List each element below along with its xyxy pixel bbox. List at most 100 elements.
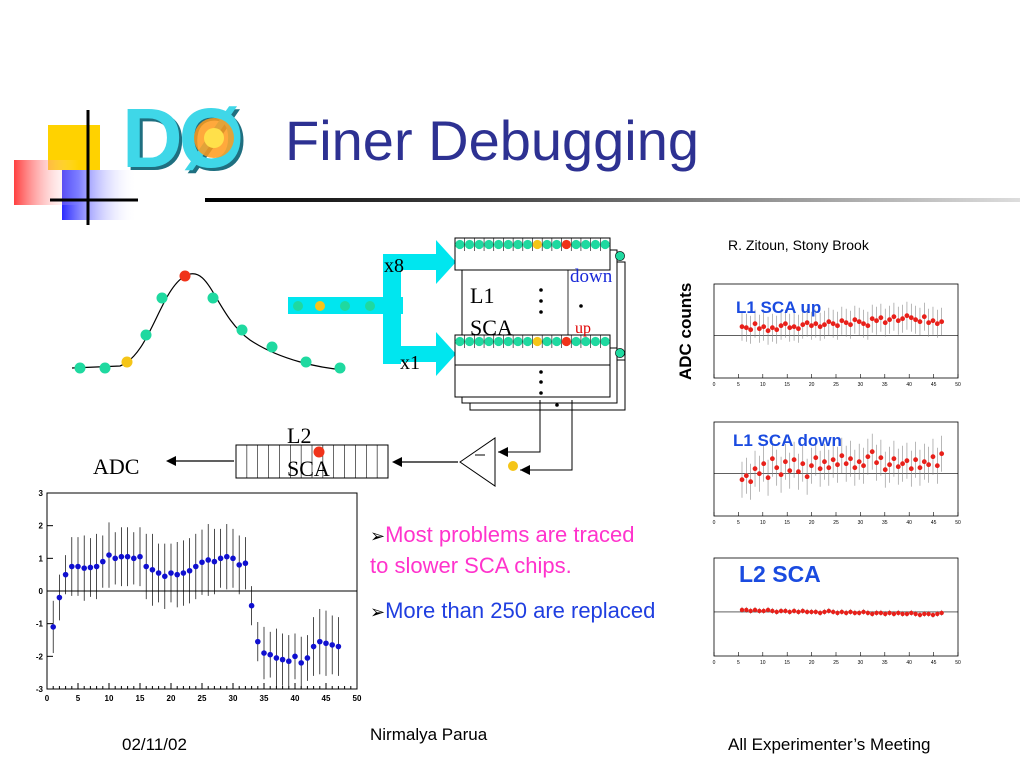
x-tick-label: 30 [229, 694, 238, 703]
sample-dot [121, 356, 133, 368]
data-point [891, 314, 897, 320]
data-point [155, 570, 162, 576]
sca-cell-dot [571, 336, 581, 347]
data-point [917, 319, 923, 325]
data-point [752, 466, 758, 472]
data-point [934, 463, 940, 469]
x-tick-label: 25 [833, 382, 839, 388]
data-point [292, 653, 298, 660]
sca-cell-dot [581, 336, 591, 347]
x-tick-label: 45 [322, 694, 331, 703]
l2-sca-label-line2: SCA [287, 456, 330, 481]
data-point [887, 462, 892, 468]
data-point [329, 642, 336, 648]
y-tick-label: 3 [39, 489, 44, 498]
data-point [813, 321, 819, 327]
data-point [926, 320, 932, 326]
x-tick-label: 0 [45, 694, 50, 703]
data-point [765, 607, 771, 613]
plot-l1-sca-down: 0 5 10 15 20 25 30 35 40 45 50 [713, 421, 961, 526]
data-point [304, 655, 311, 661]
data-point [856, 319, 862, 325]
data-point [769, 325, 775, 331]
data-point [865, 454, 871, 460]
data-point [852, 465, 858, 471]
x-tick-label: 15 [136, 694, 145, 703]
sample-dot [300, 356, 312, 368]
data-point [757, 608, 762, 614]
data-point [878, 315, 884, 321]
data-point [856, 610, 862, 616]
data-point [756, 326, 762, 332]
data-point [939, 451, 945, 457]
sca-cell-dot [474, 336, 484, 347]
footer-author: Nirmalya Parua [370, 725, 488, 744]
sca-cell-dot [523, 239, 533, 250]
signal-flow-diagram [71, 237, 626, 487]
bullet-marker: ➢ [370, 602, 386, 622]
sample-dot [156, 292, 168, 304]
plot-title-l1-down: L1 SCA down [733, 431, 842, 450]
data-point [273, 655, 280, 661]
data-point [186, 567, 193, 574]
data-point [100, 558, 106, 565]
data-point [922, 611, 927, 617]
data-point [800, 608, 805, 614]
x-tick-label: 15 [784, 520, 790, 526]
data-point [739, 324, 745, 330]
data-point [149, 566, 156, 573]
sca-cell-dot [552, 239, 562, 250]
data-point [778, 608, 784, 614]
sca-cell-dot [455, 239, 465, 250]
data-point [930, 612, 936, 618]
x-tick-label: 50 [955, 520, 961, 526]
down-label: down [570, 266, 613, 287]
data-point [935, 611, 940, 617]
bullet-marker: ➢ [370, 526, 386, 546]
sample-dot [236, 324, 248, 336]
data-point [813, 455, 819, 461]
data-point [843, 461, 849, 467]
data-point [813, 609, 818, 615]
data-point [770, 608, 775, 614]
flame-icon [194, 118, 234, 158]
data-point [908, 466, 914, 472]
plot-frame [713, 557, 959, 657]
data-point [900, 461, 905, 467]
y-tick-label: -1 [36, 620, 44, 629]
data-point [930, 454, 936, 460]
x-tick-label: 40 [906, 382, 912, 388]
data-point [761, 608, 766, 614]
data-point [900, 316, 905, 322]
x-tick-label: 45 [931, 520, 937, 526]
data-point [756, 471, 762, 477]
l1-sca-label-line1: L1 [470, 283, 495, 308]
data-point [118, 553, 125, 560]
d0-logo: DØ [122, 90, 262, 185]
data-point [743, 325, 749, 331]
data-point [809, 323, 814, 329]
plot-frame [713, 283, 959, 379]
up-label: up [575, 320, 591, 337]
gain-split-bracket [383, 240, 456, 376]
plot-l1-sca-up: 0 5 10 15 20 25 30 35 40 45 50 [713, 283, 961, 388]
data-point [878, 455, 884, 461]
data-point [909, 610, 914, 616]
data-point [335, 643, 342, 650]
data-point [891, 456, 897, 462]
sample-dot [207, 292, 219, 304]
data-point [748, 479, 754, 485]
data-point [817, 610, 823, 616]
x-tick-label: 25 [833, 520, 839, 526]
data-point [817, 324, 823, 330]
data-point [279, 656, 286, 663]
x-tick-label: 0 [713, 520, 716, 526]
y-tick-label: -2 [36, 652, 44, 661]
data-point [921, 459, 927, 465]
y-tick-label: 1 [39, 554, 44, 563]
amplifier [459, 437, 496, 487]
data-point [856, 459, 862, 465]
data-point [81, 565, 87, 571]
data-point [748, 327, 754, 333]
x-tick-label: 20 [167, 694, 176, 703]
